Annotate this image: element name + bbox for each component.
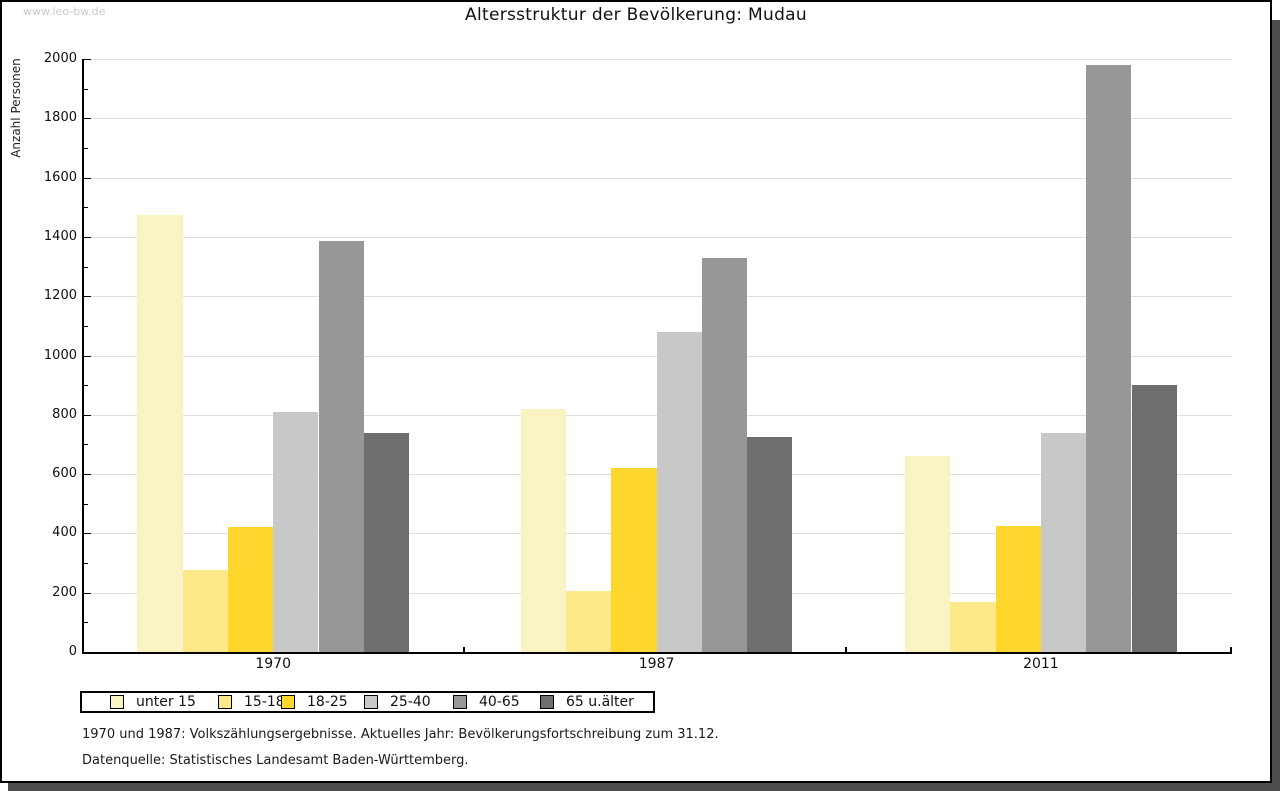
bar-2011-18-25 — [995, 525, 1041, 652]
x-category-label-1970: 1970 — [255, 656, 291, 672]
y-tick-major-1400 — [84, 237, 91, 238]
footnote-source-note: 1970 und 1987: Volkszählungsergebnisse. … — [82, 727, 719, 742]
bar-1970-40-65 — [318, 241, 364, 652]
legend-swatch-unter-15 — [110, 695, 124, 709]
y-tick-major-400 — [84, 533, 91, 534]
y-tick-major-1000 — [84, 356, 91, 357]
legend-swatch-18-25 — [281, 695, 295, 709]
chart-title: Altersstruktur der Bevölkerung: Mudau — [465, 5, 807, 25]
bar-1987-15-18 — [566, 591, 612, 652]
y-axis-line — [82, 59, 84, 654]
gridline-2000 — [84, 59, 1232, 60]
y-tick-label-200: 200 — [52, 584, 77, 600]
y-tick-label-0: 0 — [68, 644, 77, 659]
y-tick-label-400: 400 — [52, 525, 77, 541]
y-tick-label-2000: 2000 — [43, 51, 77, 66]
x-category-label-1987: 1987 — [638, 656, 675, 672]
legend-item-18-25: 18-25 — [281, 695, 348, 709]
bar-1987-65-u-lter — [747, 437, 793, 652]
y-axis-title: Anzahl Personen — [9, 58, 23, 158]
y-tick-major-800 — [84, 415, 91, 416]
x-tick-2 — [1230, 647, 1232, 652]
y-tick-major-1800 — [84, 118, 91, 119]
y-tick-minor-1500 — [84, 207, 88, 208]
y-tick-minor-1700 — [84, 148, 88, 149]
legend: unter 15 15-18 18-25 25-40 40-65 65 u.älter — [80, 691, 655, 713]
legend-item-unter-15: unter 15 — [110, 695, 196, 709]
bar-1987-40-65 — [701, 257, 748, 652]
x-tick-1 — [845, 647, 847, 652]
gridline-1600 — [84, 178, 1232, 179]
bar-1970-unter-15 — [137, 214, 183, 652]
y-tick-label-1400: 1400 — [43, 228, 77, 244]
legend-label: unter 15 — [136, 694, 196, 710]
gridline-1400 — [84, 237, 1232, 238]
legend-swatch-65-u-lter — [540, 695, 554, 709]
y-tick-label-1000: 1000 — [43, 347, 77, 363]
bar-2011-65-u-lter — [1131, 385, 1177, 652]
y-tick-minor-1100 — [84, 326, 88, 327]
y-tick-minor-1900 — [84, 89, 88, 90]
gridline-1200 — [84, 296, 1232, 297]
legend-item-65-u-lter: 65 u.älter — [540, 695, 634, 709]
legend-label: 40-65 — [479, 694, 520, 710]
legend-swatch-40-65 — [453, 695, 467, 709]
bar-1987-18-25 — [611, 468, 657, 652]
y-tick-label-600: 600 — [52, 466, 77, 482]
watermark: www.leo-bw.de — [23, 5, 106, 18]
bar-1970-15-18 — [182, 570, 228, 652]
x-category-label-2011: 2011 — [1023, 656, 1059, 672]
bar-1987-25-40 — [656, 331, 702, 652]
bar-2011-40-65 — [1086, 64, 1132, 652]
frame-shadow-bottom — [8, 783, 1280, 791]
bar-1970-25-40 — [273, 411, 319, 652]
y-tick-label-1200: 1200 — [43, 288, 77, 304]
legend-label: 25-40 — [390, 694, 431, 710]
y-tick-major-1200 — [84, 296, 91, 297]
y-tick-minor-1300 — [84, 267, 88, 268]
legend-swatch-25-40 — [364, 695, 378, 709]
bar-1970-18-25 — [227, 527, 274, 652]
footnote-data-source: Datenquelle: Statistisches Landesamt Bad… — [82, 753, 469, 768]
y-tick-minor-500 — [84, 504, 88, 505]
y-tick-minor-300 — [84, 563, 88, 564]
x-axis-line — [82, 652, 1232, 654]
frame-shadow-right — [1272, 20, 1280, 791]
legend-item-40-65: 40-65 — [453, 695, 520, 709]
y-tick-minor-900 — [84, 385, 88, 386]
x-tick-0 — [463, 647, 465, 652]
plot-area: 1970 1987 2011 — [82, 59, 1232, 672]
y-tick-major-2000 — [84, 59, 91, 60]
legend-swatch-15-18 — [218, 695, 232, 709]
y-tick-minor-700 — [84, 444, 88, 445]
bar-1987-unter-15 — [520, 408, 566, 652]
bar-2011-unter-15 — [905, 456, 951, 652]
y-tick-major-1600 — [84, 178, 91, 179]
y-tick-labels: 0 200 400 600 800 1000 1200 1400 1600 1800 2000 — [28, 51, 77, 659]
legend-label: 18-25 — [307, 694, 348, 710]
legend-item-15-18: 15-18 — [218, 695, 285, 709]
bar-2011-25-40 — [1040, 432, 1087, 652]
legend-label: 65 u.älter — [566, 694, 634, 710]
legend-label: 15-18 — [244, 694, 285, 710]
y-tick-label-800: 800 — [52, 406, 77, 422]
legend-item-25-40: 25-40 — [364, 695, 431, 709]
bar-1970-65-u-lter — [363, 432, 410, 652]
y-tick-label-1600: 1600 — [43, 169, 77, 185]
y-tick-minor-100 — [84, 622, 88, 623]
gridline-1800 — [84, 118, 1232, 119]
bar-2011-15-18 — [950, 601, 996, 652]
y-tick-label-1800: 1800 — [43, 110, 77, 126]
y-tick-major-200 — [84, 593, 91, 594]
y-tick-major-600 — [84, 474, 91, 475]
